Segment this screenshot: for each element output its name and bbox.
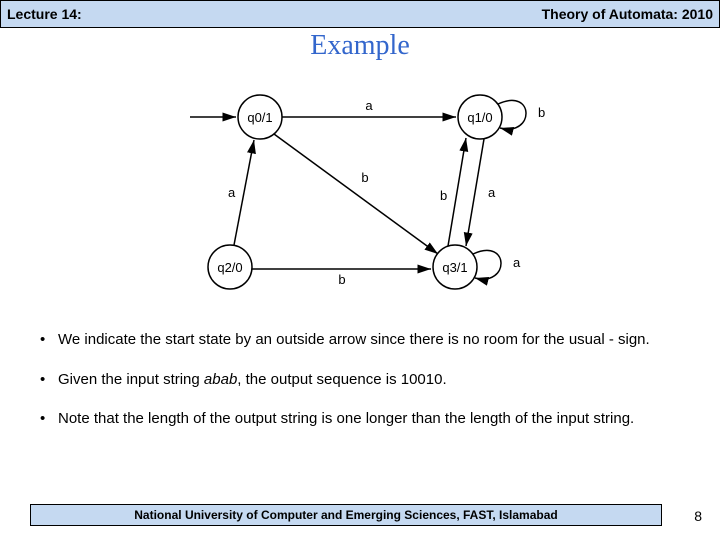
node-q3-label: q3/1 bbox=[442, 260, 467, 275]
footer-bar: National University of Computer and Emer… bbox=[30, 504, 662, 526]
edge-q0-q3 bbox=[274, 134, 438, 254]
bullet-3: Note that the length of the output strin… bbox=[40, 409, 680, 429]
bullet-2-em: abab bbox=[204, 371, 237, 388]
footer-text: National University of Computer and Emer… bbox=[134, 508, 557, 522]
edge-q1-q3-label: a bbox=[488, 185, 496, 200]
header-right: Theory of Automata: 2010 bbox=[542, 6, 713, 22]
edge-q3-q1 bbox=[448, 138, 466, 246]
header-bar: Lecture 14: Theory of Automata: 2010 bbox=[0, 0, 720, 28]
edge-q2-q0-label: a bbox=[228, 185, 236, 200]
bullet-1: We indicate the start state by an outsid… bbox=[40, 330, 680, 350]
page-title: Example bbox=[0, 30, 720, 62]
edge-q2-q3-label: b bbox=[338, 272, 345, 287]
header-left: Lecture 14: bbox=[7, 6, 82, 22]
page-number: 8 bbox=[694, 508, 702, 524]
node-q2-label: q2/0 bbox=[217, 260, 242, 275]
bullet-2: Given the input string abab, the output … bbox=[40, 370, 680, 390]
node-q1-label: q1/0 bbox=[467, 110, 492, 125]
edge-q3-q3-label: a bbox=[513, 255, 521, 270]
edge-q2-q0 bbox=[234, 140, 254, 245]
edge-q3-q1-label: b bbox=[440, 188, 447, 203]
edge-q1-q3 bbox=[466, 139, 484, 246]
edge-q1-q1-label: b bbox=[538, 105, 545, 120]
automaton-diagram: q0/1 q1/0 q2/0 q3/1 a b b a b a b a bbox=[0, 62, 720, 322]
edge-q0-q3-label: b bbox=[361, 170, 368, 185]
bullet-list: We indicate the start state by an outsid… bbox=[0, 322, 720, 429]
bullet-2-post: , the output sequence is 10010. bbox=[237, 371, 446, 388]
bullet-2-pre: Given the input string bbox=[58, 371, 204, 388]
node-q0-label: q0/1 bbox=[247, 110, 272, 125]
edge-q0-q1-label: a bbox=[365, 98, 373, 113]
